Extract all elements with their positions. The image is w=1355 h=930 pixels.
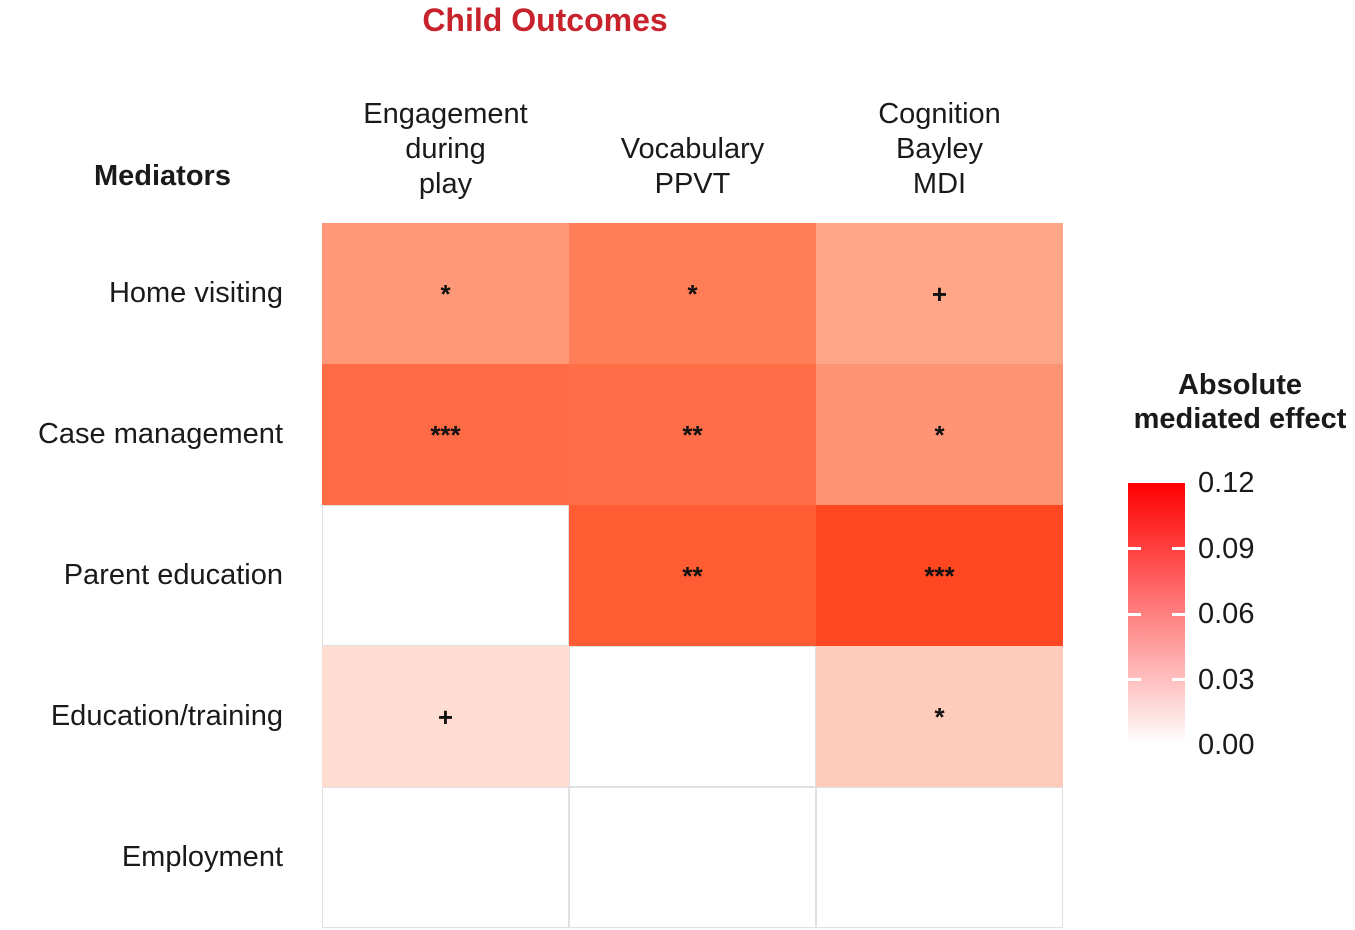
heatmap-cell: * [569, 223, 816, 364]
legend-tick-label: 0.06 [1198, 598, 1255, 630]
row-labels: Home visiting Case management Parent educa… [0, 223, 302, 928]
legend-tick-mark [1128, 678, 1141, 681]
significance-marker: *** [924, 560, 955, 591]
significance-marker: ** [682, 419, 703, 450]
legend-tick-label: 0.00 [1198, 729, 1255, 761]
heatmap-cell: * [322, 223, 569, 364]
heatmap-cell [569, 787, 816, 928]
heatmap-cell: ** [569, 505, 816, 646]
heatmap-cell [569, 646, 816, 787]
column-headers: Engagement during play Vocabulary PPVT Cog… [322, 84, 1063, 202]
row-label: Parent education [63, 559, 283, 591]
row-label: Case management [37, 418, 283, 450]
heatmap-cell [322, 787, 569, 928]
heatmap-cell: + [322, 646, 569, 787]
heatmap-cell: *** [816, 505, 1063, 646]
legend-tick-labels: 0.12 0.09 0.06 0.03 0.00 [1198, 468, 1298, 760]
legend-tick-mark [1128, 547, 1141, 550]
chart-title: Child Outcomes [422, 2, 668, 38]
significance-marker: ** [682, 560, 703, 591]
heatmap-cell: ** [569, 364, 816, 505]
significance-marker: + [931, 278, 948, 309]
heatmap-cell [816, 787, 1063, 928]
legend-colorbar [1128, 483, 1185, 745]
column-header: Vocabulary PPVT [620, 133, 765, 200]
heatmap-cell: * [816, 646, 1063, 787]
legend-tick-mark [1128, 612, 1141, 616]
legend-tick-label: 0.09 [1198, 532, 1255, 565]
heatmap-cell: *** [322, 364, 569, 505]
row-label: Education/training [50, 700, 283, 732]
legend-tick-label: 0.12 [1198, 467, 1255, 499]
heatmap-grid: * * + *** ** * ** *** + * [322, 223, 1063, 928]
heatmap-cell: * [816, 364, 1063, 505]
legend-tick-mark [1172, 612, 1185, 616]
column-header: Engagement during play [363, 98, 528, 200]
row-label: Home visiting [108, 277, 283, 309]
significance-marker: * [440, 278, 451, 309]
significance-marker: *** [430, 419, 461, 450]
legend-tick-label: 0.03 [1198, 663, 1255, 696]
legend-title: Absolute mediated effect [1133, 369, 1347, 435]
significance-marker: * [687, 278, 698, 309]
legend-tick-mark [1172, 678, 1185, 681]
row-label: Employment [121, 841, 283, 873]
column-header: Cognition Bayley MDI [878, 98, 1001, 200]
significance-marker: + [437, 701, 454, 732]
heatmap-cell: + [816, 223, 1063, 364]
significance-marker: * [934, 419, 945, 450]
heatmap-cell [322, 505, 569, 646]
row-header-label: Mediators [94, 160, 231, 192]
significance-marker: * [934, 701, 945, 732]
legend-tick-mark [1172, 547, 1185, 550]
